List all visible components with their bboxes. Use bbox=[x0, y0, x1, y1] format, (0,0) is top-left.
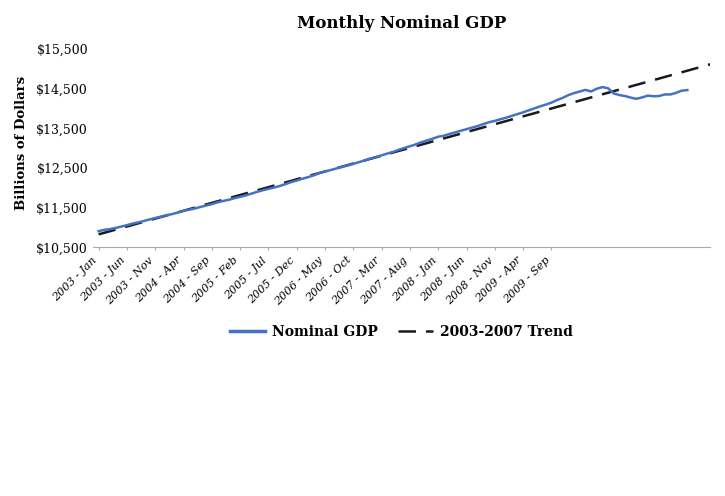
Legend: Nominal GDP, 2003-2007 Trend: Nominal GDP, 2003-2007 Trend bbox=[225, 319, 579, 345]
Y-axis label: Billions of Dollars: Billions of Dollars bbox=[15, 76, 28, 210]
Title: Monthly Nominal GDP: Monthly Nominal GDP bbox=[297, 15, 506, 32]
